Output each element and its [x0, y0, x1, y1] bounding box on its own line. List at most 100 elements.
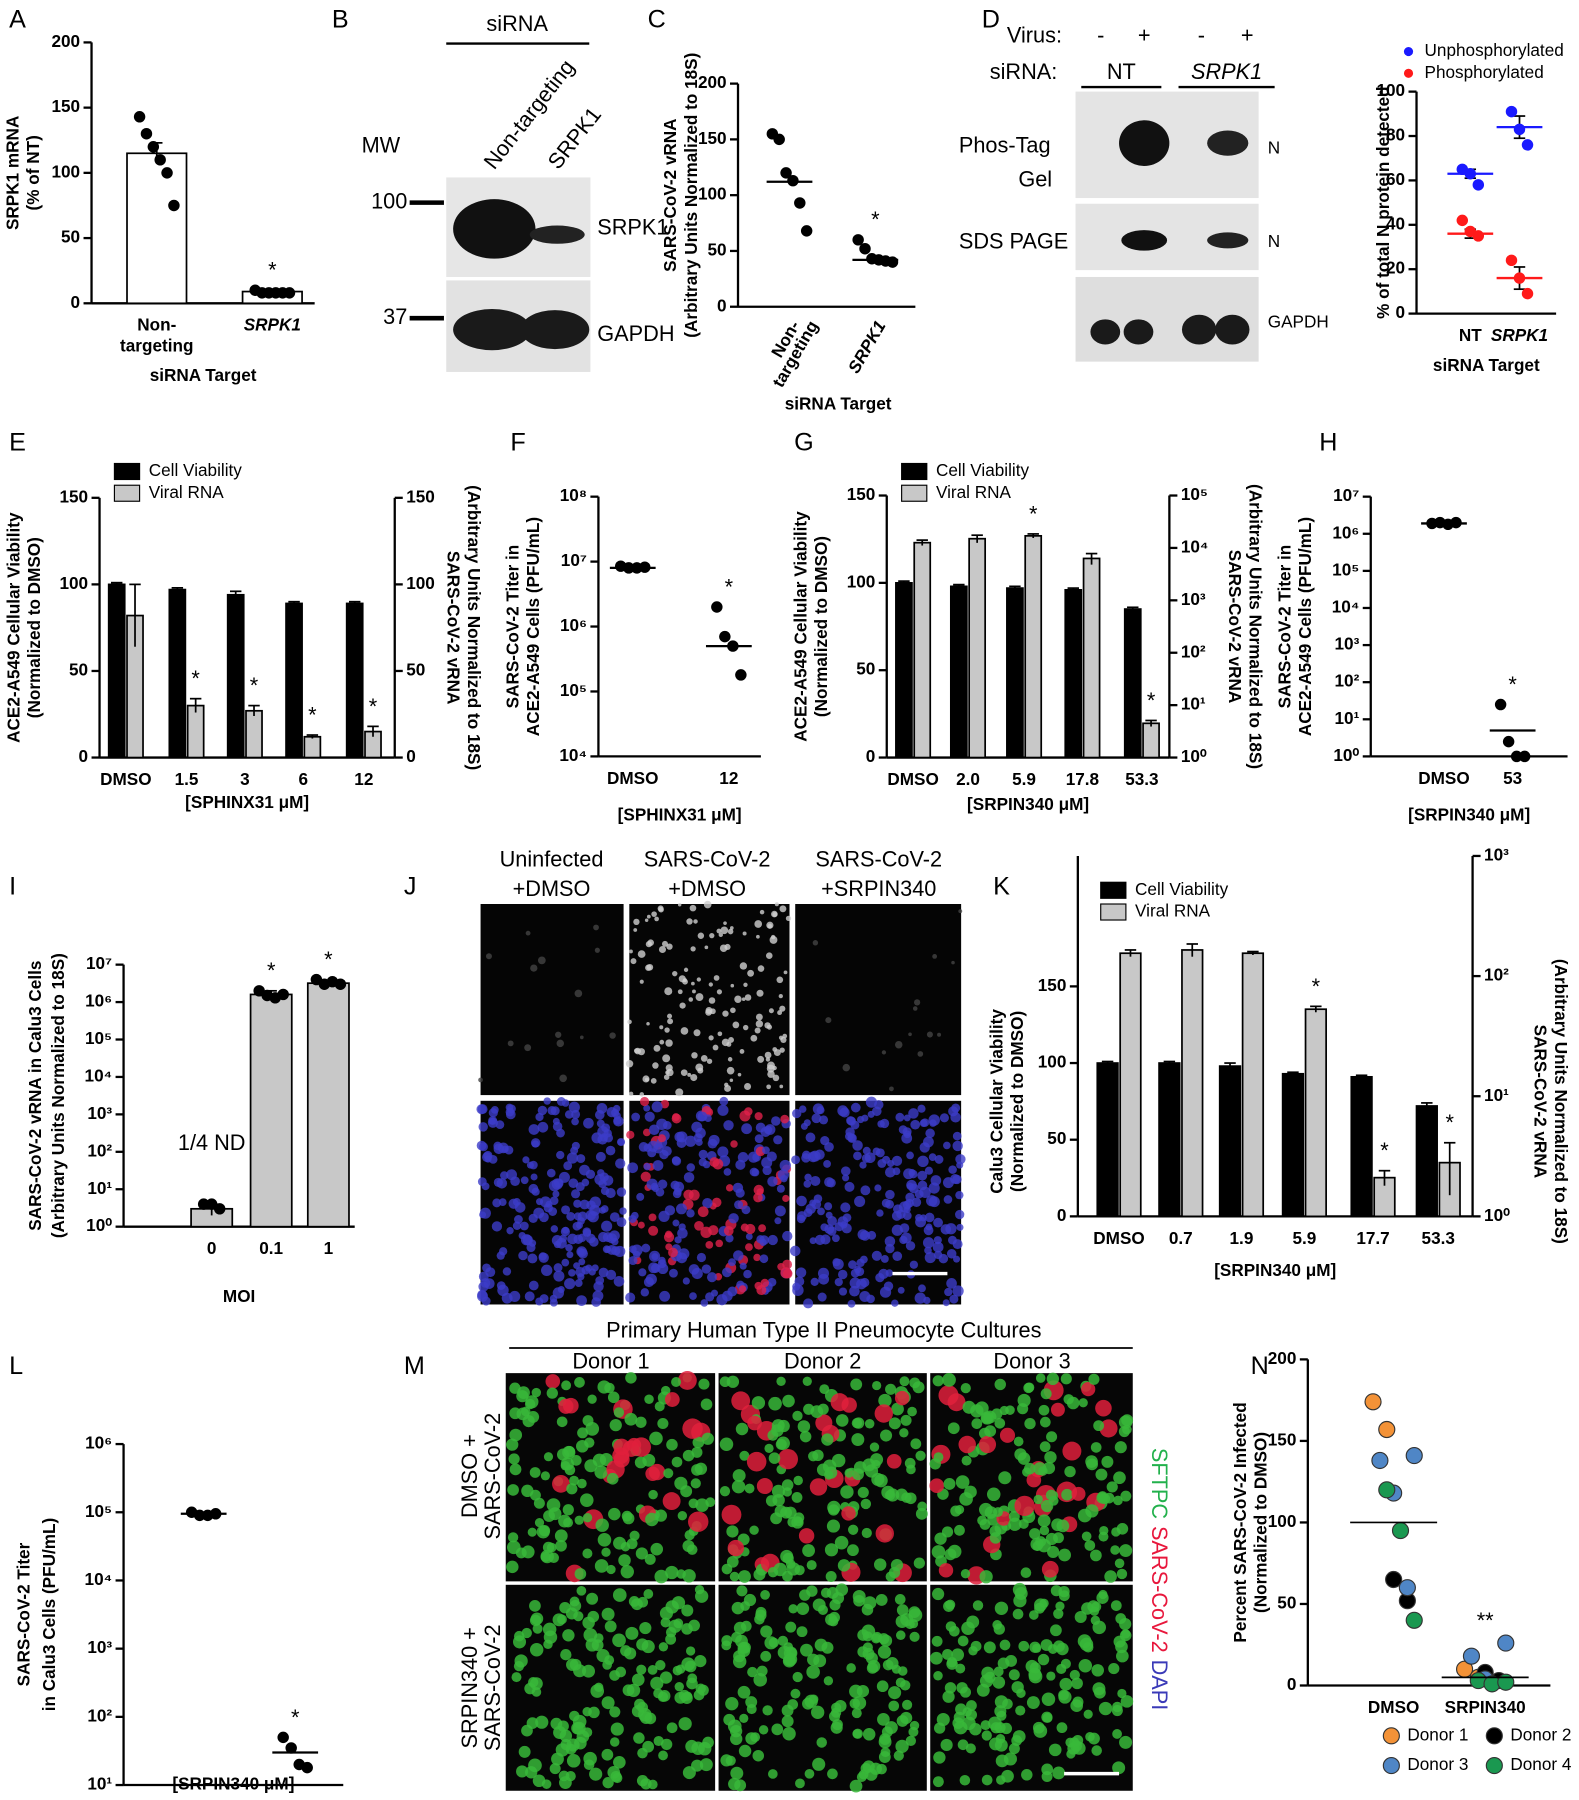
cell: [879, 1286, 892, 1298]
y-axis-label: (Arbitrary Units Normalized to 18S): [681, 53, 701, 338]
cell: [548, 1507, 562, 1521]
y-axis-label: SARS-CoV-2 vRNA: [660, 118, 680, 271]
cell: [882, 1659, 894, 1671]
cell: [857, 1486, 869, 1499]
data-point: [780, 167, 792, 179]
cell: [722, 1290, 733, 1302]
cell: [911, 1197, 922, 1208]
cell: [637, 1747, 648, 1759]
legend-swatch: [1100, 881, 1127, 899]
cell: [609, 1230, 620, 1242]
cell: [933, 1670, 943, 1681]
data-point: [1364, 1393, 1382, 1411]
cell: [691, 1267, 703, 1280]
cell: [770, 1512, 783, 1525]
cell: [811, 1705, 825, 1719]
cell: [828, 1611, 840, 1624]
cell: [960, 1569, 971, 1579]
panel-letter: H: [1319, 429, 1337, 457]
cell: [568, 1178, 579, 1189]
cell: [650, 1182, 659, 1191]
y-axis-label: (% of NT): [23, 135, 43, 210]
cell: [684, 1529, 695, 1541]
cell: [793, 1475, 803, 1486]
legend-label: Donor 1: [1407, 1724, 1468, 1744]
cell: [1025, 1659, 1039, 1673]
cell: [582, 1664, 595, 1678]
cell: [860, 1763, 872, 1774]
cell: [846, 1663, 856, 1673]
cell: [786, 1647, 797, 1659]
cell: [566, 1251, 574, 1259]
cell: [653, 1044, 661, 1052]
cell: [992, 1620, 1003, 1630]
cell: [502, 1267, 512, 1276]
cell: [717, 1146, 729, 1158]
tick-label: 80: [1386, 125, 1405, 145]
cell: [506, 1227, 514, 1235]
cell: [760, 1590, 770, 1600]
cell: [485, 1267, 496, 1278]
row-label: SARS-CoV-2: [480, 1624, 505, 1751]
row-label: SRPIN340 +: [457, 1627, 482, 1748]
cell: [894, 1040, 903, 1049]
cell: [797, 1420, 811, 1433]
x-tick-label: 53.3: [1125, 769, 1158, 789]
data-point: [1518, 750, 1531, 763]
cell: [505, 1107, 515, 1117]
cell: [852, 1417, 865, 1429]
cell: [477, 1104, 488, 1115]
band: [1121, 230, 1168, 251]
cell: [635, 1416, 647, 1428]
cell: [574, 1279, 583, 1288]
cell: [851, 1708, 862, 1719]
data-point: [711, 601, 723, 613]
cell: [749, 1167, 759, 1177]
cell: [512, 1198, 521, 1206]
x-tick-label: 0.1: [259, 1238, 283, 1258]
cell: [644, 1394, 654, 1404]
cell: [834, 1277, 843, 1287]
cell: [1041, 1763, 1054, 1776]
legend-label: Viral RNA: [1135, 901, 1211, 921]
cell: [931, 1635, 943, 1647]
tick-label: 10¹: [1181, 694, 1206, 714]
cell: [1074, 1611, 1087, 1624]
cell: [865, 1096, 878, 1108]
y-axis-label: SARS-CoV-2 vRNA in Calu3 Cells: [25, 961, 45, 1231]
data-point: [1462, 1647, 1481, 1665]
cell: [664, 1027, 670, 1033]
panel-letters: A B C D E F G H I J K L M N: [9, 5, 1337, 1380]
cell: [1029, 1528, 1041, 1540]
cell: [1023, 1382, 1034, 1394]
cell: [549, 1196, 559, 1206]
cell: [713, 975, 720, 981]
cell: [694, 1462, 708, 1475]
cell: [830, 1721, 843, 1734]
cell: [1058, 1690, 1072, 1704]
x-tick-label: DMSO: [178, 1796, 229, 1800]
cell: [790, 1688, 801, 1699]
cell: [942, 1177, 954, 1189]
cell: [545, 1374, 561, 1389]
cell: [850, 1102, 861, 1113]
data-point: [735, 669, 747, 681]
cell: [635, 1547, 648, 1560]
tick-label: 10¹: [87, 1178, 112, 1198]
cell: [550, 1717, 563, 1730]
cell: [831, 1453, 846, 1468]
cell: [507, 1484, 519, 1496]
cell: [999, 1405, 1009, 1416]
bar: [107, 583, 126, 759]
cell: [844, 1468, 854, 1478]
cell: [929, 1458, 941, 1470]
x-tick-label: SRPK1: [244, 315, 301, 335]
cell: [564, 1464, 576, 1476]
cell: [722, 1267, 732, 1278]
cell: [701, 1264, 712, 1274]
cell: [526, 1161, 534, 1169]
cell: [827, 1768, 838, 1780]
cell: [639, 1621, 652, 1635]
cell: [993, 1507, 1003, 1517]
